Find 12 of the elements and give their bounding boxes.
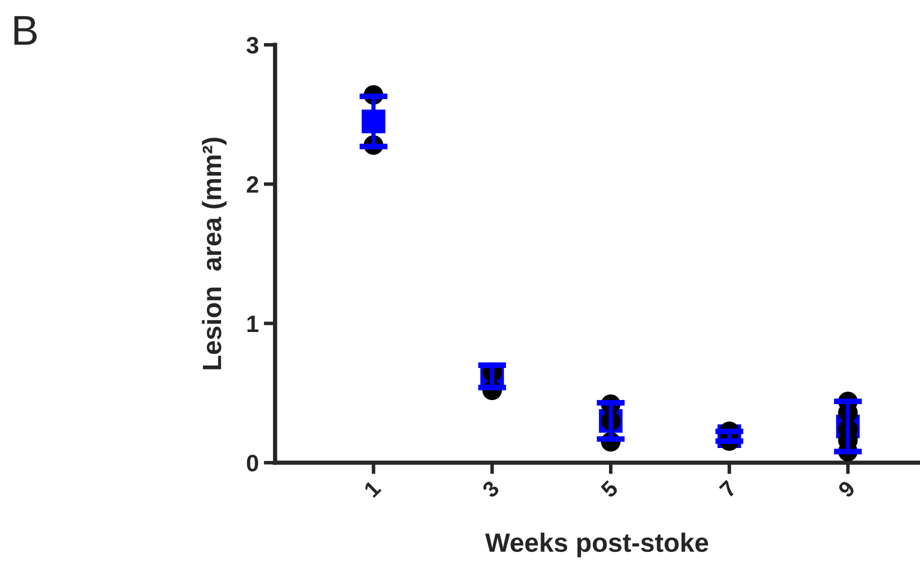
x-tick-label: 5: [600, 480, 619, 498]
y-tick-label: 2: [246, 176, 258, 193]
x-axis-title: Weeks post-stoke: [485, 532, 708, 558]
text: B: [14, 16, 37, 45]
y-tick-label: 1: [247, 316, 258, 332]
x-tick-label: 1: [363, 480, 382, 498]
x-tick-label: 3: [481, 480, 500, 499]
x-tick-label: 7: [718, 480, 738, 498]
y-tick-label: 0: [246, 454, 258, 472]
x-tick-label: 9: [837, 480, 856, 498]
y-axis-title: Lesion area (mm²): [202, 138, 227, 370]
y-tick-label: 3: [246, 36, 258, 54]
